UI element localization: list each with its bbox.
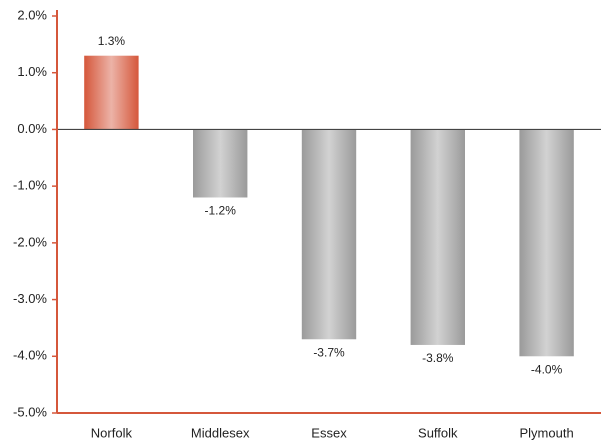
bar xyxy=(193,129,248,198)
y-tick-label: -4.0% xyxy=(13,348,47,363)
x-tick-label: Middlesex xyxy=(191,425,250,440)
y-tick-label: 2.0% xyxy=(17,7,47,22)
value-label: 1.3% xyxy=(98,34,126,48)
bar xyxy=(519,129,574,357)
y-tick-label: -5.0% xyxy=(13,404,47,419)
x-tick-label: Norfolk xyxy=(91,425,133,440)
value-label: -4.0% xyxy=(531,362,563,376)
bar xyxy=(410,129,465,345)
bar xyxy=(301,129,357,340)
y-tick-label: -1.0% xyxy=(13,178,47,193)
bar xyxy=(84,55,139,130)
x-tick-label: Essex xyxy=(311,425,347,440)
y-tick-label: -2.0% xyxy=(13,234,47,249)
x-tick-label: Plymouth xyxy=(519,425,573,440)
x-tick-label: Suffolk xyxy=(418,425,458,440)
value-label: -3.8% xyxy=(422,351,454,365)
value-label: -1.2% xyxy=(205,204,237,218)
value-label: -3.7% xyxy=(313,345,345,359)
y-tick-label: 1.0% xyxy=(17,64,47,79)
y-tick-label: 0.0% xyxy=(17,121,47,136)
y-tick-label: -3.0% xyxy=(13,291,47,306)
